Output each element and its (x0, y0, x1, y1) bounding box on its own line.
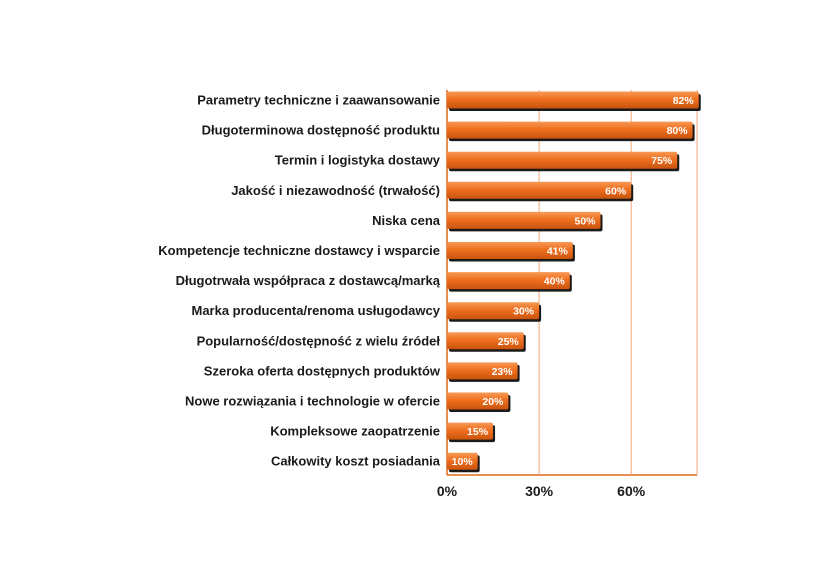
category-label: Popularność/dostępność z wielu źródeł (197, 333, 441, 348)
bar (447, 242, 573, 259)
bar (447, 332, 524, 350)
x-tick-label: 0% (437, 483, 458, 499)
value-label: 15% (467, 426, 489, 438)
value-label: 82% (673, 95, 695, 107)
bar (447, 151, 678, 169)
category-label: Kompleksowe zaopatrzenie (270, 424, 440, 439)
category-label: Jakość i niezawodność (trwałość) (231, 183, 440, 198)
category-labels: Parametry techniczne i zaawansowanie Dług… (158, 93, 441, 469)
bar (447, 302, 540, 320)
bar (447, 211, 601, 229)
category-label: Termin i logistyka dostawy (275, 153, 441, 168)
category-label: Niska cena (372, 213, 441, 228)
category-label: Długotrwała współpraca z dostawcą/marką (176, 273, 441, 288)
value-label: 80% (667, 125, 689, 137)
bar (447, 91, 699, 109)
bar (447, 422, 494, 440)
bar (447, 272, 570, 290)
bar (447, 362, 518, 380)
value-label: 40% (544, 276, 566, 288)
bar (447, 452, 478, 470)
value-label: 75% (651, 155, 673, 167)
value-label: 10% (452, 456, 474, 468)
x-tick-label: 30% (525, 483, 554, 499)
category-label: Parametry techniczne i zaawansowanie (197, 93, 440, 108)
value-label: 23% (492, 366, 514, 378)
x-tick-label: 60% (617, 483, 646, 499)
value-label: 50% (574, 215, 596, 227)
category-label: Szeroka oferta dostępnych produktów (204, 363, 441, 378)
bar (447, 181, 632, 199)
value-label: 41% (547, 246, 569, 258)
bar (447, 121, 693, 139)
bar (447, 392, 509, 410)
category-label: Całkowity koszt posiadania (271, 454, 441, 469)
value-label: 20% (482, 396, 504, 408)
value-label: 60% (605, 185, 627, 197)
value-labels: 82% 80% 75% 60% 50% 41% 40% 30% 25% 23% 20% 15% 10% (452, 95, 695, 468)
x-axis-ticks: 0% 30% 60% (437, 483, 646, 499)
category-label: Nowe rozwiązania i technologie w ofercie (185, 394, 440, 409)
bars (447, 91, 701, 473)
value-label: 30% (513, 306, 535, 318)
category-label: Kompetencje techniczne dostawcy i wsparc… (158, 243, 440, 258)
category-label: Marka producenta/renoma usługodawcy (191, 303, 440, 318)
value-label: 25% (498, 336, 520, 348)
category-label: Długoterminowa dostępność produktu (202, 123, 440, 138)
